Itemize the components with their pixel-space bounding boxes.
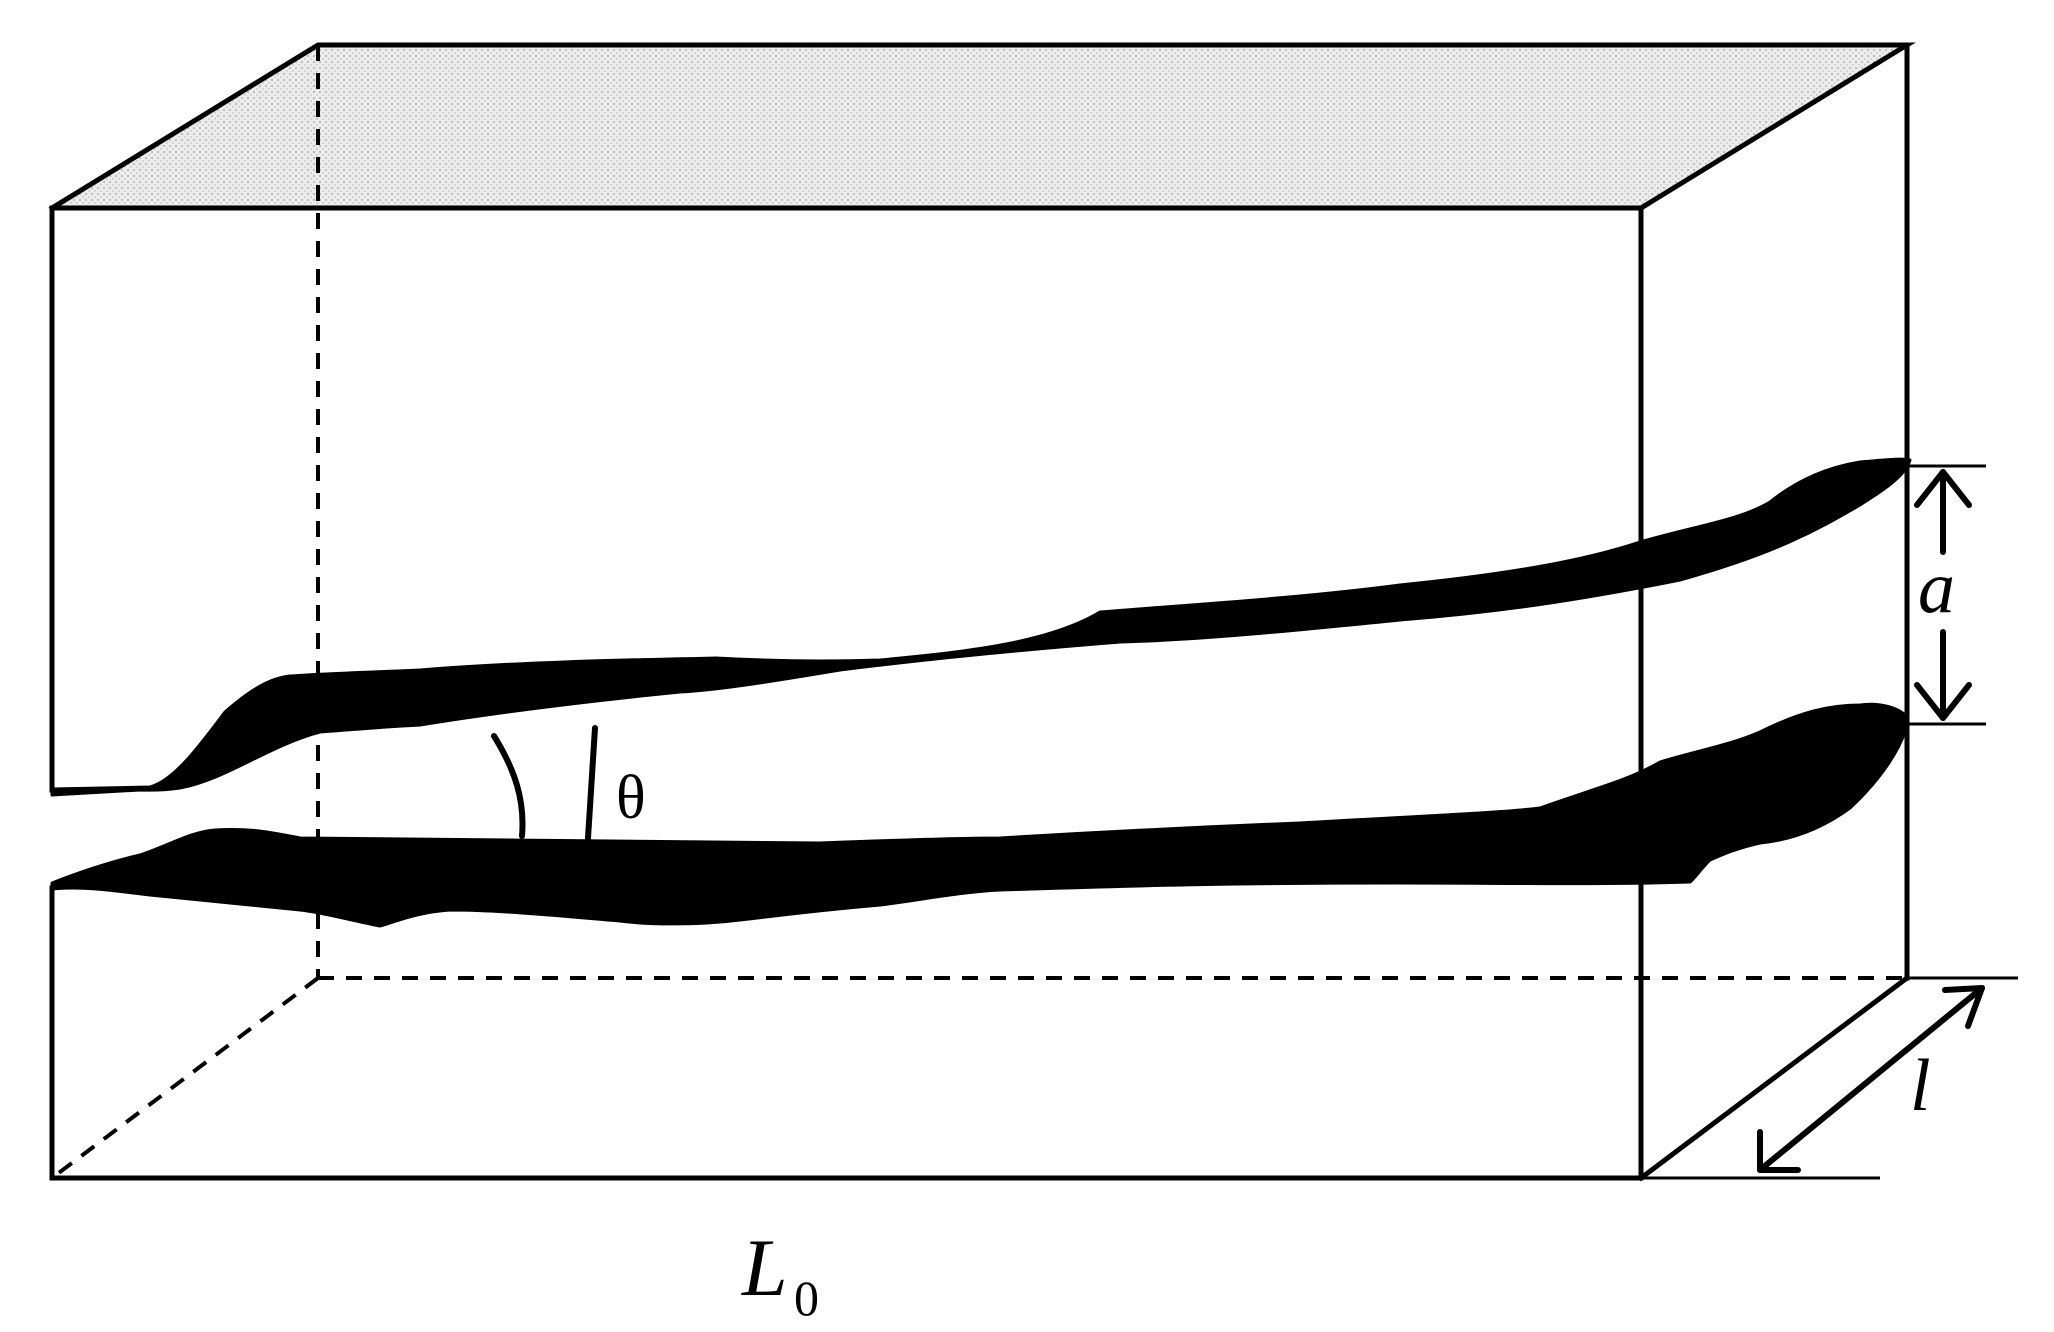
top-face bbox=[52, 45, 1907, 208]
aperture-label: a bbox=[1918, 547, 1955, 629]
depth-dimension bbox=[1641, 976, 2018, 1180]
lower-fracture bbox=[50, 702, 1910, 928]
angle-label: θ bbox=[616, 764, 646, 832]
length-label-main: L bbox=[741, 1222, 788, 1313]
hidden-edges bbox=[50, 45, 1907, 1180]
length-label: L 0 bbox=[741, 1222, 819, 1326]
aperture-dimension bbox=[1907, 464, 1986, 726]
angle-marker bbox=[491, 725, 598, 841]
length-label-subscript: 0 bbox=[794, 1270, 819, 1326]
block-outline bbox=[48, 42, 1916, 1182]
depth-label: l bbox=[1910, 1045, 1931, 1127]
upper-fracture bbox=[50, 457, 1912, 797]
